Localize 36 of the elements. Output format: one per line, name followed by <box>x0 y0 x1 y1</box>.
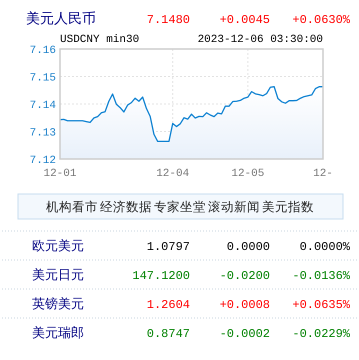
category-label: 英镑美元 <box>32 297 84 312</box>
text: 2023-12-06 03:30:00 <box>198 34 323 46</box>
y-tick-label: 7.16 <box>30 45 56 57</box>
text: 经济数据 <box>100 199 152 214</box>
text: -0.0229% <box>292 327 351 341</box>
text: 美元人民币 <box>26 11 96 27</box>
text: 7.1480 <box>146 13 190 27</box>
text: 147.1200 <box>132 269 190 283</box>
text: 滚动新闻 <box>208 199 260 214</box>
text: 美元指数 <box>262 199 314 214</box>
y-tick-label: 7.13 <box>30 128 56 140</box>
text: 1.0797 <box>146 240 190 254</box>
x-tick-label: 12-01 <box>43 168 77 180</box>
text: 0.0000 <box>226 240 270 254</box>
text: +0.0630% <box>292 13 351 27</box>
text: +0.0045 <box>220 13 270 27</box>
text: -0.0002 <box>220 327 270 341</box>
y-tick-label: 7.14 <box>30 100 56 112</box>
text: 0.0000% <box>300 240 351 254</box>
text: -0.0200 <box>220 269 270 283</box>
y-tick-label: 7.15 <box>30 72 56 84</box>
text: 专家坐堂 <box>154 199 206 214</box>
text: +0.0008 <box>220 298 270 312</box>
x-tick-label: 12- <box>313 168 333 180</box>
category-label: 欧元美元 <box>32 239 84 254</box>
y-tick-label: 7.12 <box>30 155 56 167</box>
x-tick-label: 12-04 <box>156 168 190 180</box>
text: 0.8747 <box>146 327 190 341</box>
text: 机构看市 <box>46 199 98 214</box>
category-label: 美元瑞郎 <box>32 326 84 341</box>
text: 1.2604 <box>146 298 190 312</box>
text: -0.0136% <box>292 269 351 283</box>
chart-subtitle: USDCNY min30 <box>60 34 140 46</box>
category-label: 美元日元 <box>32 268 84 283</box>
text: +0.0635% <box>292 298 351 312</box>
x-tick-label: 12-05 <box>231 168 264 180</box>
